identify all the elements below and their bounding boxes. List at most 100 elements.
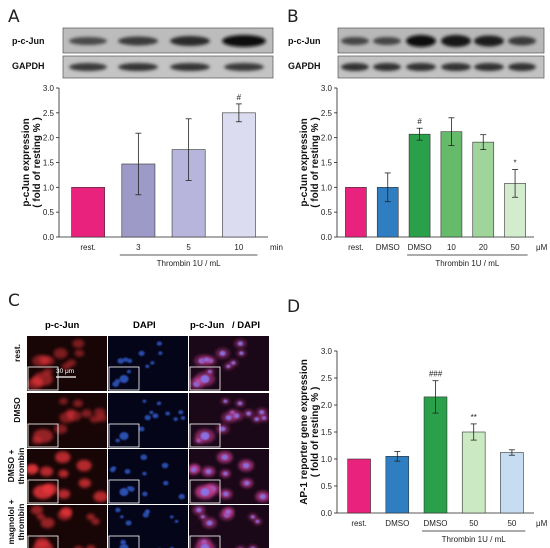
cell-nucleus — [115, 438, 120, 443]
cell-body — [36, 513, 46, 520]
cell-body — [93, 407, 106, 417]
cell-body — [86, 545, 96, 548]
row-label-dmso-thrombin: DMSO +thrombin — [6, 448, 26, 485]
group-label-b: Thrombin 1U / mL — [435, 259, 500, 268]
cell-body — [27, 465, 38, 475]
micrograph-background — [108, 449, 188, 504]
micrograph-tile-r2-c1 — [108, 449, 188, 504]
inset-nucleus — [119, 432, 129, 440]
x-tick-label-d-4: 50 — [507, 519, 516, 528]
cell-nucleus — [169, 515, 174, 519]
band-b-pcjun-5 — [474, 35, 504, 47]
y-tick-label-d: 0.5 — [321, 482, 333, 491]
row-label-rest: rest. — [12, 344, 22, 362]
cell-nucleus — [178, 410, 184, 415]
bar-chart-b: 0.0 0.5 1.0 1.5 2.0 2.5 3.0 p-cJun expression( … — [299, 84, 548, 268]
cell-nucleus — [144, 510, 150, 515]
x-tick-label-d-0: rest. — [351, 519, 367, 528]
cell-nucleus — [255, 519, 260, 524]
cell-body — [72, 339, 85, 349]
micrograph-tile-r0-c2 — [189, 336, 269, 391]
cell-nucleus — [122, 357, 129, 362]
inset-box — [108, 366, 140, 391]
cell-nucleus — [207, 369, 212, 374]
row-label-magnolol-thrombin: magnolol +thrombin — [6, 499, 26, 544]
cell-nucleus — [149, 410, 154, 415]
cell-nucleus — [120, 539, 127, 545]
inset-nucleus — [200, 432, 210, 440]
x-tick-label-b-0: rest. — [348, 243, 364, 252]
x-tick-label-a-2: 5 — [186, 243, 191, 252]
cell-body — [40, 517, 55, 529]
band-a-gapdh-3 — [170, 63, 210, 71]
cell-nucleus — [219, 350, 226, 356]
y-tick-label-b: 2.0 — [321, 134, 333, 143]
inset-cell — [33, 372, 53, 386]
cell-nucleus — [138, 350, 145, 356]
bar-d-0 — [347, 458, 371, 514]
band-a-pcjun-2 — [118, 36, 158, 46]
micrograph-cells — [109, 454, 185, 500]
inset-nucleus — [119, 375, 129, 383]
cell-nucleus — [125, 520, 132, 526]
cell-body — [89, 415, 100, 423]
panel-letter-b: B — [287, 7, 299, 27]
panel-letter-d: D — [287, 297, 300, 317]
cell-nucleus — [244, 480, 250, 486]
inset-nucleus — [200, 375, 210, 383]
cell-nucleus — [225, 414, 232, 421]
y-tick-label-a: 2.5 — [43, 109, 55, 118]
significance-b-5: * — [514, 158, 517, 167]
y-tick-label-a: 0.5 — [43, 208, 55, 217]
band-b-pcjun-3 — [406, 35, 436, 47]
y-tick-label-d: 1.5 — [321, 428, 333, 437]
row-label-line: rest. — [12, 344, 22, 362]
band-b-gapdh-2 — [373, 63, 401, 71]
y-tick-label-b: 1.5 — [321, 159, 333, 168]
cell-body — [59, 397, 68, 405]
band-a-pcjun-4 — [222, 35, 266, 47]
y-tick-label-d: 0.0 — [321, 509, 333, 518]
x-tick-label-a-1: 3 — [136, 243, 141, 252]
inset-nucleus — [200, 544, 210, 548]
micrograph-tile-r0-c1 — [108, 336, 188, 391]
cell-nucleus — [128, 486, 135, 492]
band-b-pcjun-6 — [508, 36, 536, 46]
y-axis-label2-a: ( fold of resting % ) — [32, 117, 43, 208]
cell-nucleus — [225, 510, 231, 515]
cell-body — [72, 399, 84, 408]
cell-nucleus — [180, 416, 186, 420]
x-tick-label-d-2: DMSO — [424, 519, 448, 528]
y-tick-label-d: 2.5 — [321, 374, 333, 383]
bar-d-3 — [461, 431, 486, 514]
cell-nucleus — [196, 507, 202, 513]
cell-nucleus — [145, 364, 150, 369]
panel-letter-c: C — [8, 291, 20, 311]
y-tick-label-a: 1.5 — [43, 159, 55, 168]
cell-body — [74, 349, 85, 357]
band-b-pcjun-4 — [441, 35, 471, 47]
y-axis-label-b: p-cJun expression — [299, 118, 310, 206]
y-tick-label-a: 1.0 — [43, 183, 55, 192]
y-axis-label-d: AP-1 reporter gene expression — [299, 359, 310, 505]
bar-a-0 — [71, 187, 106, 238]
cell-nucleus — [120, 515, 124, 519]
cell-body — [54, 451, 71, 464]
y-tick-label-a: 2.0 — [43, 134, 55, 143]
y-tick-label-b: 0.5 — [321, 208, 333, 217]
micrograph-tile-r0-c0 — [27, 336, 107, 391]
blot-label-gapdh-a: GAPDH — [12, 61, 45, 71]
cell-nucleus — [178, 493, 185, 500]
y-axis-label2-b: ( fold of resting % ) — [310, 117, 321, 208]
cell-body — [76, 459, 92, 472]
band-a-pcjun-1 — [69, 37, 107, 45]
cell-nucleus — [142, 491, 148, 497]
inset-nucleus — [200, 488, 210, 496]
band-b-pcjun-1 — [341, 37, 369, 45]
bar-b-3 — [440, 131, 463, 238]
cell-nucleus — [140, 454, 148, 461]
y-tick-label-b: 1.0 — [321, 183, 333, 192]
cell-nucleus — [246, 411, 252, 416]
inset-cell — [33, 541, 53, 548]
y-tick-label-a: 0.0 — [43, 233, 55, 242]
